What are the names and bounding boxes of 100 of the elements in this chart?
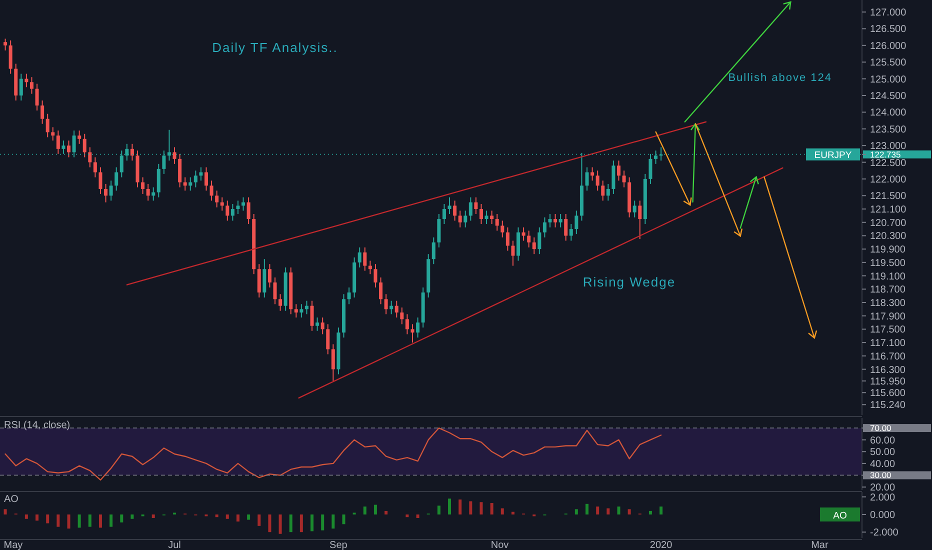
bar bbox=[332, 514, 335, 529]
bar bbox=[120, 514, 124, 522]
candlestick bbox=[30, 76, 34, 94]
bar bbox=[24, 514, 28, 519]
bar bbox=[437, 506, 440, 514]
y-tick-label: 116.300 bbox=[870, 364, 906, 376]
bar bbox=[110, 514, 113, 527]
bar bbox=[606, 508, 610, 514]
candlestick bbox=[4, 38, 8, 51]
candlestick bbox=[320, 317, 324, 335]
bar bbox=[258, 514, 261, 526]
y-tick-label: 119.500 bbox=[870, 258, 906, 269]
y-tick-label: 116.700 bbox=[870, 351, 906, 362]
candlestick bbox=[178, 153, 182, 188]
x-tick-label: May bbox=[4, 540, 23, 550]
bar bbox=[628, 509, 631, 514]
candlestick bbox=[93, 156, 97, 178]
candlestick bbox=[156, 163, 160, 198]
candlestick bbox=[114, 166, 118, 192]
y-tick-label: 120.700 bbox=[870, 218, 907, 229]
candlestick bbox=[484, 210, 488, 225]
candlestick bbox=[542, 216, 546, 238]
candlestick bbox=[410, 324, 414, 344]
candlestick bbox=[379, 276, 383, 305]
candlestick bbox=[468, 196, 472, 222]
candlestick bbox=[257, 264, 261, 298]
y-tick-label: 115.600 bbox=[870, 388, 906, 400]
chart-title: AO bbox=[4, 494, 19, 505]
y-tick-label: 115.240 bbox=[870, 400, 906, 412]
bar bbox=[617, 506, 620, 514]
candlestick bbox=[88, 146, 92, 168]
candlestick bbox=[210, 180, 214, 202]
candlestick bbox=[479, 203, 483, 225]
candlestick bbox=[331, 344, 335, 382]
candlestick bbox=[458, 210, 462, 228]
y-tick-label: 50.00 bbox=[870, 447, 896, 458]
x-tick-label: Sep bbox=[330, 540, 348, 550]
candlestick bbox=[474, 196, 478, 215]
candlestick bbox=[437, 214, 441, 248]
candlestick bbox=[326, 324, 330, 355]
bar bbox=[500, 508, 504, 514]
bar bbox=[4, 509, 7, 514]
chart-title: RSI (14, close) bbox=[4, 420, 70, 431]
y-tick-label: 2.000 bbox=[870, 492, 896, 504]
y-tick-label: 126.000 bbox=[870, 40, 907, 52]
bar bbox=[469, 501, 472, 514]
candlestick bbox=[442, 203, 446, 225]
y-tick-label: 60.00 bbox=[870, 435, 896, 446]
candlestick bbox=[236, 200, 240, 215]
candlestick bbox=[194, 170, 198, 188]
candlestick bbox=[146, 183, 150, 202]
candlestick bbox=[448, 196, 452, 215]
candlestick bbox=[532, 236, 536, 255]
candlestick bbox=[98, 166, 102, 194]
y-tick-label: 125.500 bbox=[870, 58, 907, 69]
y-tick-label: 121.500 bbox=[870, 191, 907, 202]
candlestick bbox=[554, 214, 558, 228]
y-tick-label: 122.500 bbox=[870, 158, 907, 169]
bar bbox=[78, 514, 81, 528]
bar bbox=[490, 503, 494, 514]
x-tick-label: Mar bbox=[811, 540, 829, 550]
bar bbox=[289, 514, 292, 532]
candlestick bbox=[310, 300, 314, 332]
candlestick bbox=[574, 210, 578, 235]
bar bbox=[458, 499, 462, 514]
bar bbox=[648, 510, 652, 514]
y-tick-label: 20.00 bbox=[870, 482, 896, 494]
candlestick bbox=[638, 200, 642, 240]
annotation: Bullish above 124 bbox=[728, 72, 832, 84]
bar bbox=[480, 502, 483, 514]
bar bbox=[226, 514, 229, 519]
annotation: Daily TF Analysis.. bbox=[212, 40, 338, 55]
candlestick bbox=[506, 226, 510, 252]
candlestick bbox=[606, 183, 610, 202]
candlestick bbox=[516, 226, 520, 262]
candlestick bbox=[273, 276, 277, 305]
candlestick bbox=[363, 246, 367, 272]
bar bbox=[596, 506, 600, 514]
candlestick bbox=[268, 264, 272, 288]
y-tick-label: 124.500 bbox=[870, 90, 907, 102]
bar bbox=[448, 498, 452, 514]
y-tick-label: 30.00 bbox=[870, 470, 892, 480]
chart-title: AO bbox=[833, 510, 847, 522]
bar bbox=[406, 514, 409, 518]
candlestick bbox=[564, 214, 568, 242]
candlestick bbox=[104, 183, 108, 203]
candlestick bbox=[374, 264, 378, 288]
candlestick bbox=[622, 170, 626, 188]
bar bbox=[586, 504, 589, 514]
candlestick bbox=[294, 304, 298, 318]
candlestick bbox=[62, 140, 66, 154]
bar bbox=[310, 514, 314, 532]
candlestick bbox=[358, 246, 362, 268]
ref-line-label: EURJPY bbox=[814, 150, 852, 161]
candlestick bbox=[172, 146, 176, 164]
bar bbox=[416, 514, 420, 518]
bar bbox=[152, 514, 155, 518]
y-tick-label: 127.000 bbox=[870, 8, 907, 19]
candlestick bbox=[56, 130, 60, 154]
candlestick bbox=[130, 143, 134, 162]
